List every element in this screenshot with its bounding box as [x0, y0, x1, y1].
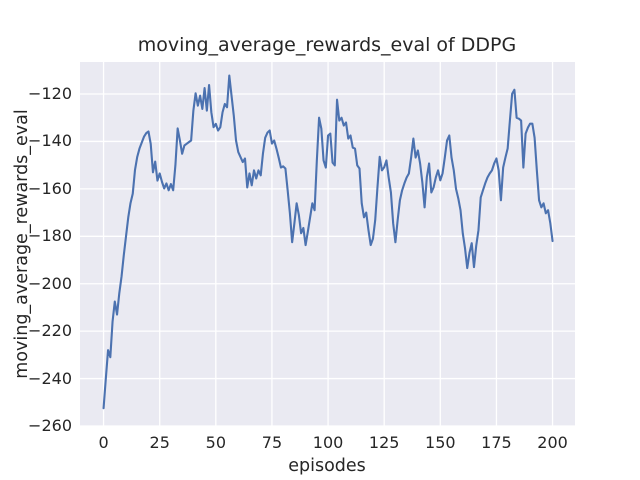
- x-tick-label: 25: [149, 433, 170, 452]
- x-tick-label: 125: [368, 433, 400, 452]
- x-axis-label: episodes: [288, 456, 366, 476]
- x-tick-label: 175: [481, 433, 512, 452]
- reward-line: [102, 74, 554, 410]
- plot-area: [80, 62, 575, 426]
- y-tick-label: −220: [28, 321, 72, 341]
- y-tick-label: −260: [28, 416, 72, 435]
- y-tick-label: −160: [28, 178, 72, 198]
- y-tick-label: −180: [28, 226, 72, 246]
- y-tick-label: −240: [28, 368, 72, 388]
- x-tick-label: 50: [205, 433, 226, 452]
- x-tick-label: 0: [98, 433, 109, 452]
- x-tick-label: 150: [425, 433, 456, 452]
- x-tick-label: 200: [537, 433, 568, 452]
- y-tick-label: −120: [28, 84, 72, 103]
- y-tick-label: −140: [28, 131, 72, 151]
- x-tick-label: 75: [261, 433, 283, 452]
- x-tick-label: 100: [312, 433, 344, 452]
- chart-title: moving_average_rewards_eval of DDPG: [137, 34, 517, 56]
- y-tick-label: −200: [28, 273, 72, 293]
